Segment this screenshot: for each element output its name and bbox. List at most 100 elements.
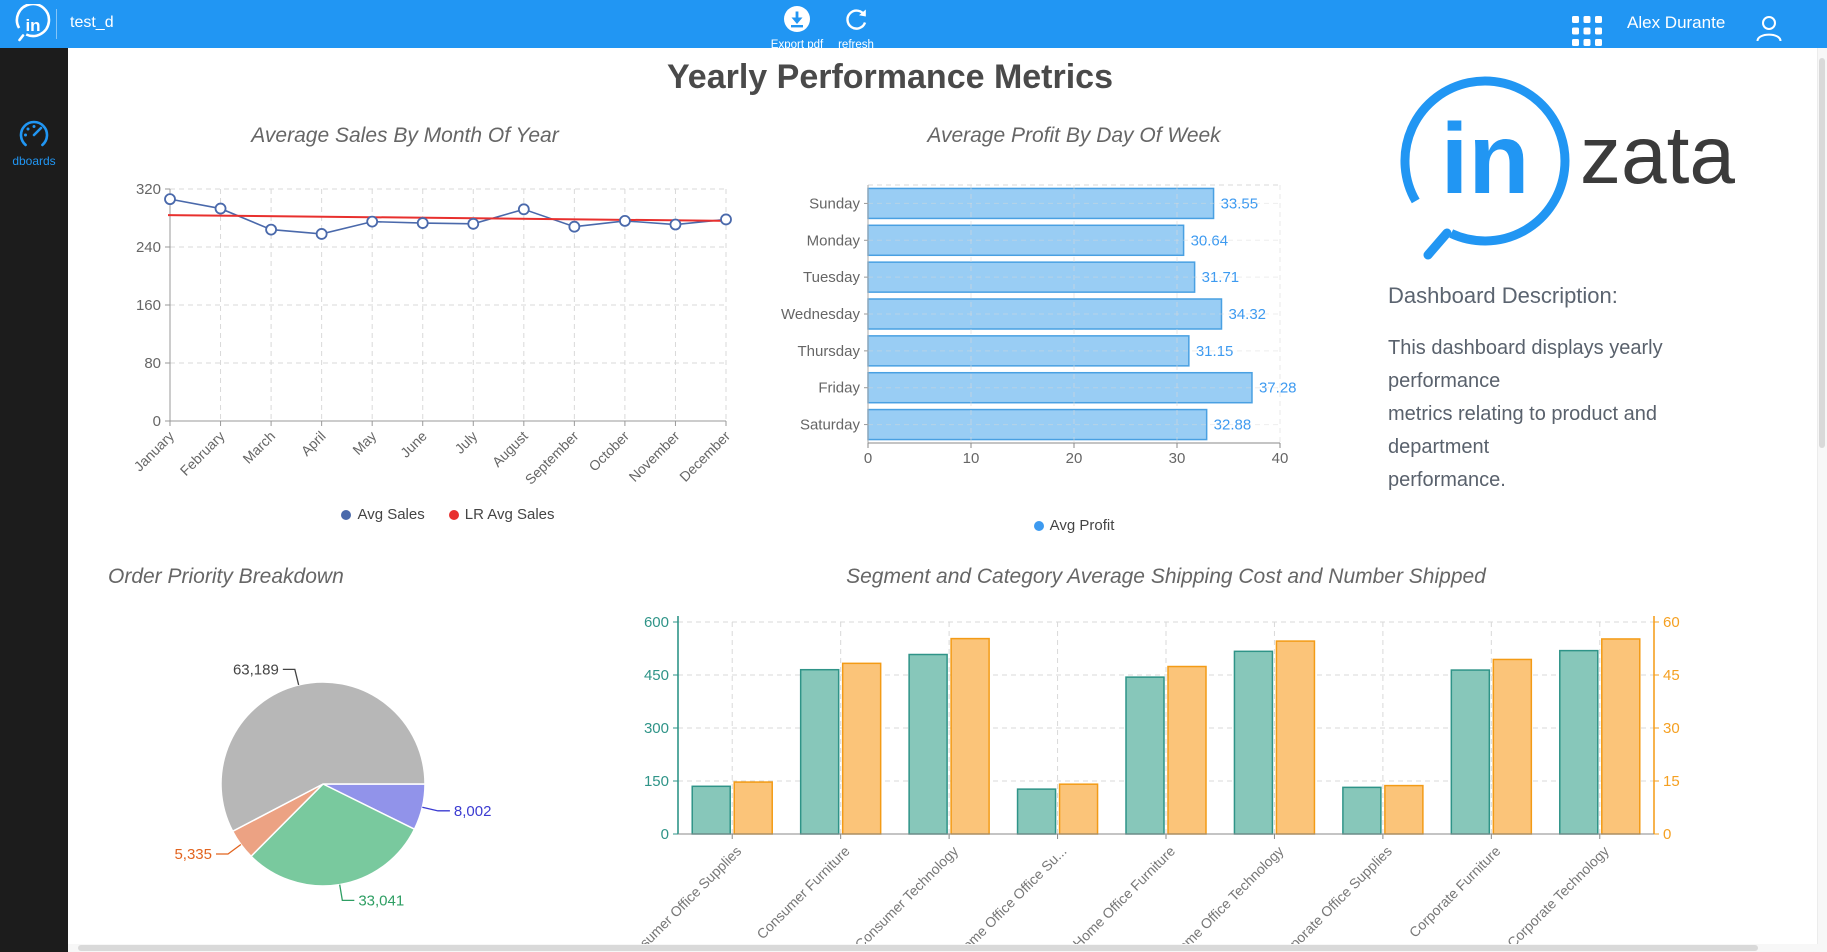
svg-text:August: August xyxy=(489,428,531,470)
svg-text:June: June xyxy=(397,428,430,461)
refresh-label: refresh xyxy=(838,39,874,51)
apps-grid-icon[interactable] xyxy=(1570,14,1604,48)
svg-text:Tuesday: Tuesday xyxy=(803,269,860,286)
pie-chart-title: Order Priority Breakdown xyxy=(108,565,344,588)
legend-item-avg-profit[interactable]: Avg Profit xyxy=(1033,517,1115,534)
svg-text:450: 450 xyxy=(644,667,669,684)
description-heading: Dashboard Description: xyxy=(1388,283,1618,308)
download-icon xyxy=(784,6,810,32)
dashboard-gauge-icon xyxy=(19,120,49,147)
lr-avg-sales-dot-icon xyxy=(448,509,459,520)
horizontal-scrollbar-thumb[interactable] xyxy=(78,945,1758,951)
line-chart-canvas[interactable]: January February March April May June July Augu… xyxy=(100,150,780,505)
svg-text:April: April xyxy=(298,428,329,459)
svg-text:Monday: Monday xyxy=(807,232,861,249)
svg-text:Friday: Friday xyxy=(818,380,860,397)
svg-text:January: January xyxy=(131,428,178,475)
refresh-icon xyxy=(846,9,867,30)
svg-text:September: September xyxy=(522,428,582,488)
svg-text:5,335: 5,335 xyxy=(174,846,212,863)
horizontal-scrollbar[interactable] xyxy=(68,944,1818,952)
svg-text:10: 10 xyxy=(963,450,980,467)
pie-chart-canvas[interactable]: 8,002 33,041 5,335 63,189 xyxy=(95,608,575,943)
svg-text:600: 600 xyxy=(644,614,669,631)
legend-item-lr-avg-sales[interactable]: LR Avg Sales xyxy=(448,506,555,523)
svg-text:0: 0 xyxy=(1663,826,1671,843)
svg-text:Corporate Furniture: Corporate Furniture xyxy=(1406,843,1504,941)
user-name[interactable]: Alex Durante xyxy=(1627,13,1726,32)
svg-text:150: 150 xyxy=(644,773,669,790)
svg-text:40: 40 xyxy=(1272,450,1289,467)
svg-text:37.28: 37.28 xyxy=(1259,380,1297,397)
svg-text:33.55: 33.55 xyxy=(1221,195,1259,212)
logo-zata-text: zata xyxy=(1580,110,1735,201)
svg-text:31.15: 31.15 xyxy=(1196,343,1234,360)
svg-text:Corporate Office Supplies: Corporate Office Supplies xyxy=(1271,843,1395,952)
user-icon[interactable] xyxy=(1753,12,1785,44)
legend-item-avg-sales[interactable]: Avg Sales xyxy=(341,506,425,523)
inzata-logo-icon[interactable]: in xyxy=(12,4,54,46)
sidebar-item-label: dboards xyxy=(12,154,56,168)
svg-text:300: 300 xyxy=(644,720,669,737)
legend-label: Avg Profit xyxy=(1049,517,1115,534)
svg-text:May: May xyxy=(349,428,379,458)
sidebar: dboards xyxy=(0,48,68,952)
line-chart-title: Average Sales By Month Of Year xyxy=(251,124,559,147)
vertical-scrollbar[interactable] xyxy=(1817,48,1827,952)
svg-text:63,189: 63,189 xyxy=(233,661,279,678)
svg-text:Home Office Office Su...: Home Office Office Su... xyxy=(952,843,1070,952)
svg-text:Home Office Technology: Home Office Technology xyxy=(1168,843,1287,952)
svg-text:July: July xyxy=(451,428,480,457)
hbar-chart-canvas[interactable]: 33.55 Sunday 30.64 Monday 31.71 Tuesday 34.32 W… xyxy=(650,160,1350,475)
svg-text:30.64: 30.64 xyxy=(1191,232,1229,249)
svg-text:240: 240 xyxy=(136,239,161,256)
svg-text:34.32: 34.32 xyxy=(1228,306,1266,323)
svg-text:60: 60 xyxy=(1663,614,1680,631)
grouped-chart-title: Segment and Category Average Shipping Co… xyxy=(846,565,1486,588)
svg-text:Consumer Technology: Consumer Technology xyxy=(852,843,962,952)
hbar-chart-title: Average Profit By Day Of Week xyxy=(927,124,1221,147)
page-title: Yearly Performance Metrics xyxy=(666,58,1114,96)
svg-text:Wednesday: Wednesday xyxy=(781,306,860,323)
vertical-scrollbar-thumb[interactable] xyxy=(1819,58,1825,448)
svg-text:Saturday: Saturday xyxy=(800,417,861,434)
svg-text:0: 0 xyxy=(864,450,872,467)
inzata-logo: in zata xyxy=(1400,76,1735,260)
description-line: performance. xyxy=(1388,469,1506,491)
svg-text:February: February xyxy=(177,428,228,479)
export-pdf-button[interactable]: Export pdf xyxy=(766,5,828,51)
svg-text:33,041: 33,041 xyxy=(358,892,404,909)
description-line: metrics relating to product and departme… xyxy=(1388,403,1658,458)
svg-text:30: 30 xyxy=(1169,450,1186,467)
svg-text:Consumer Office Supplies: Consumer Office Supplies xyxy=(618,843,744,952)
svg-text:8,002: 8,002 xyxy=(454,803,492,820)
svg-text:45: 45 xyxy=(1663,667,1680,684)
header-bar: in test_d Export pdf refresh Alex Durant… xyxy=(0,0,1827,51)
description-line: This dashboard displays yearly performan… xyxy=(1388,337,1663,392)
svg-text:32.88: 32.88 xyxy=(1214,417,1252,434)
svg-text:in: in xyxy=(25,16,40,35)
svg-text:October: October xyxy=(585,428,632,475)
hbar-chart-legend[interactable]: Avg Profit xyxy=(868,517,1280,534)
svg-text:0: 0 xyxy=(153,413,161,430)
legend-label: LR Avg Sales xyxy=(464,506,555,523)
refresh-button[interactable]: refresh xyxy=(830,5,882,51)
line-chart-legend[interactable]: Avg Sales LR Avg Sales xyxy=(170,506,726,523)
svg-text:30: 30 xyxy=(1663,720,1680,737)
export-pdf-label: Export pdf xyxy=(770,39,824,51)
dashboard-name: test_d xyxy=(70,14,114,31)
svg-text:Consumer Furniture: Consumer Furniture xyxy=(753,843,852,942)
svg-text:March: March xyxy=(239,428,278,467)
grouped-chart-canvas[interactable]: Consumer Office Supplies Consumer Furnitu… xyxy=(590,560,1770,952)
avg-sales-dot-icon xyxy=(341,509,352,520)
avg-profit-dot-icon xyxy=(1033,520,1044,531)
logo-in-text: in xyxy=(1441,103,1530,215)
svg-text:320: 320 xyxy=(136,181,161,198)
svg-text:80: 80 xyxy=(144,355,161,372)
svg-text:Corporate Technology: Corporate Technology xyxy=(1504,843,1612,951)
svg-text:15: 15 xyxy=(1663,773,1680,790)
svg-text:Home Office Furniture: Home Office Furniture xyxy=(1070,843,1179,952)
legend-label: Avg Sales xyxy=(357,506,425,523)
svg-text:0: 0 xyxy=(661,826,669,843)
svg-text:Thursday: Thursday xyxy=(797,343,860,360)
